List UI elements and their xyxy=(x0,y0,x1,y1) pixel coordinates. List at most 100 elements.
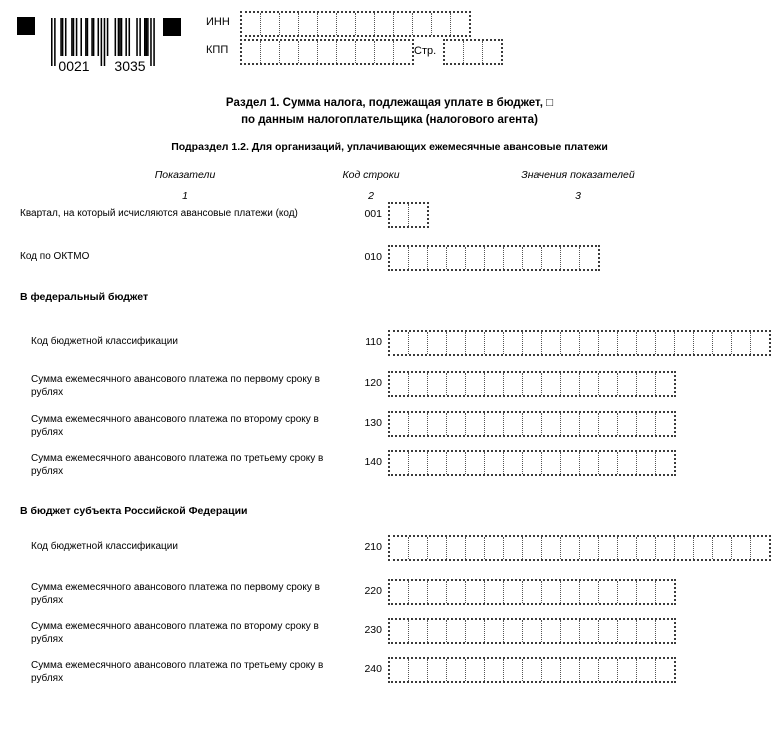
digit-cell[interactable] xyxy=(485,373,504,395)
digit-cell[interactable] xyxy=(485,332,504,354)
digit-cell[interactable] xyxy=(318,41,337,63)
page-number-field[interactable] xyxy=(443,39,503,65)
digit-cell[interactable] xyxy=(356,13,375,35)
digit-cell[interactable] xyxy=(694,537,713,559)
digit-cell[interactable] xyxy=(694,332,713,354)
digit-cell[interactable] xyxy=(618,413,637,435)
digit-cell[interactable] xyxy=(447,413,466,435)
digit-cell[interactable] xyxy=(523,581,542,603)
digit-cell[interactable] xyxy=(523,659,542,681)
digit-cell[interactable] xyxy=(428,332,447,354)
digit-cell[interactable] xyxy=(413,13,432,35)
digit-cell[interactable] xyxy=(599,373,618,395)
digit-cell[interactable] xyxy=(409,332,428,354)
digit-cell[interactable] xyxy=(656,373,674,395)
digit-cell[interactable] xyxy=(466,373,485,395)
digit-cell[interactable] xyxy=(542,247,561,269)
digit-cell[interactable] xyxy=(637,581,656,603)
digit-cell[interactable] xyxy=(542,373,561,395)
digit-cell[interactable] xyxy=(337,41,356,63)
digit-cell[interactable] xyxy=(390,373,409,395)
digit-cell[interactable] xyxy=(618,537,637,559)
digit-cell[interactable] xyxy=(599,452,618,474)
digit-cell[interactable] xyxy=(375,13,394,35)
digit-cell[interactable] xyxy=(318,13,337,35)
digit-cell[interactable] xyxy=(656,413,674,435)
digit-cell[interactable] xyxy=(409,413,428,435)
digit-cell[interactable] xyxy=(675,332,694,354)
digit-cell[interactable] xyxy=(637,332,656,354)
digit-cell[interactable] xyxy=(542,332,561,354)
digit-cell[interactable] xyxy=(485,247,504,269)
digit-cell[interactable] xyxy=(242,41,261,63)
digit-cell[interactable] xyxy=(580,581,599,603)
digit-cell[interactable] xyxy=(618,581,637,603)
digit-cell[interactable] xyxy=(637,452,656,474)
digit-cell[interactable] xyxy=(466,332,485,354)
digit-cell[interactable] xyxy=(656,452,674,474)
digit-cell[interactable] xyxy=(485,452,504,474)
digit-cell[interactable] xyxy=(504,659,523,681)
digit-cell[interactable] xyxy=(504,413,523,435)
digit-cell[interactable] xyxy=(337,13,356,35)
digit-cell[interactable] xyxy=(523,247,542,269)
digit-cell[interactable] xyxy=(466,581,485,603)
digit-cell[interactable] xyxy=(561,581,580,603)
digit-cell[interactable] xyxy=(464,41,483,63)
digit-cell[interactable] xyxy=(445,41,464,63)
digit-cell[interactable] xyxy=(542,659,561,681)
digit-cell[interactable] xyxy=(409,659,428,681)
digit-cell[interactable] xyxy=(751,537,769,559)
digit-cell[interactable] xyxy=(280,13,299,35)
digit-cell[interactable] xyxy=(523,452,542,474)
digit-cell[interactable] xyxy=(523,413,542,435)
digit-cell[interactable] xyxy=(390,204,409,226)
digit-cell[interactable] xyxy=(428,413,447,435)
digit-cell[interactable] xyxy=(561,537,580,559)
digit-cell[interactable] xyxy=(618,332,637,354)
digit-cell[interactable] xyxy=(280,41,299,63)
inn-field[interactable] xyxy=(240,11,471,37)
digit-cell[interactable] xyxy=(580,620,599,642)
digit-cell[interactable] xyxy=(618,373,637,395)
digit-cell[interactable] xyxy=(599,332,618,354)
digit-cell[interactable] xyxy=(390,581,409,603)
digit-cell[interactable] xyxy=(675,537,694,559)
field-130-sum-second[interactable] xyxy=(388,411,676,437)
digit-cell[interactable] xyxy=(428,659,447,681)
digit-cell[interactable] xyxy=(542,537,561,559)
digit-cell[interactable] xyxy=(261,13,280,35)
digit-cell[interactable] xyxy=(637,659,656,681)
digit-cell[interactable] xyxy=(523,537,542,559)
digit-cell[interactable] xyxy=(637,373,656,395)
digit-cell[interactable] xyxy=(732,537,751,559)
field-120-sum-first[interactable] xyxy=(388,371,676,397)
digit-cell[interactable] xyxy=(656,581,674,603)
field-010-oktmo[interactable] xyxy=(388,245,600,271)
digit-cell[interactable] xyxy=(466,452,485,474)
digit-cell[interactable] xyxy=(713,332,732,354)
digit-cell[interactable] xyxy=(390,620,409,642)
digit-cell[interactable] xyxy=(409,247,428,269)
digit-cell[interactable] xyxy=(485,581,504,603)
digit-cell[interactable] xyxy=(409,537,428,559)
digit-cell[interactable] xyxy=(409,581,428,603)
field-240-sum-third[interactable] xyxy=(388,657,676,683)
digit-cell[interactable] xyxy=(580,659,599,681)
digit-cell[interactable] xyxy=(561,659,580,681)
digit-cell[interactable] xyxy=(447,659,466,681)
digit-cell[interactable] xyxy=(451,13,469,35)
digit-cell[interactable] xyxy=(504,537,523,559)
digit-cell[interactable] xyxy=(561,332,580,354)
digit-cell[interactable] xyxy=(428,620,447,642)
digit-cell[interactable] xyxy=(599,659,618,681)
digit-cell[interactable] xyxy=(542,413,561,435)
digit-cell[interactable] xyxy=(390,452,409,474)
digit-cell[interactable] xyxy=(523,620,542,642)
digit-cell[interactable] xyxy=(542,452,561,474)
digit-cell[interactable] xyxy=(390,413,409,435)
digit-cell[interactable] xyxy=(656,537,675,559)
digit-cell[interactable] xyxy=(428,581,447,603)
digit-cell[interactable] xyxy=(504,620,523,642)
digit-cell[interactable] xyxy=(618,659,637,681)
